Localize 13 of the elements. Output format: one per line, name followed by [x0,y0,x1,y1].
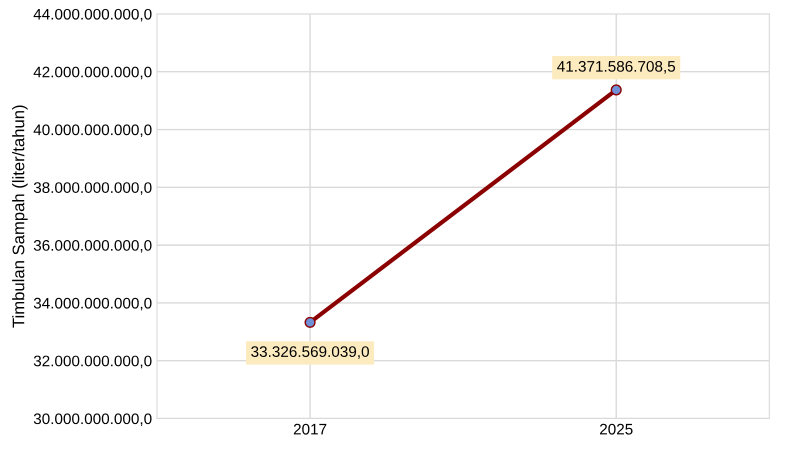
x-tick-label: 2017 [294,424,326,435]
y-tick-label: 30.000.000.000,0 [34,413,152,426]
data-label: 41.371.586.708,5 [557,60,676,74]
y-tick-label: 42.000.000.000,0 [34,66,152,80]
y-tick-label: 32.000.000.000,0 [34,356,152,368]
y-axis-title: Timbulan Sampah (liter/tahun) [12,105,28,328]
y-tick-label: 40.000.000.000,0 [34,124,152,138]
y-tick-label: 44.000.000.000,0 [34,8,152,22]
y-tick-label: 34.000.000.000,0 [34,298,152,310]
y-tick-label: 38.000.000.000,0 [34,182,152,195]
data-label: 33.326.569.039,0 [251,346,369,359]
x-tick-label: 2025 [600,424,633,435]
y-tick-label: 36.000.000.000,0 [34,240,152,253]
